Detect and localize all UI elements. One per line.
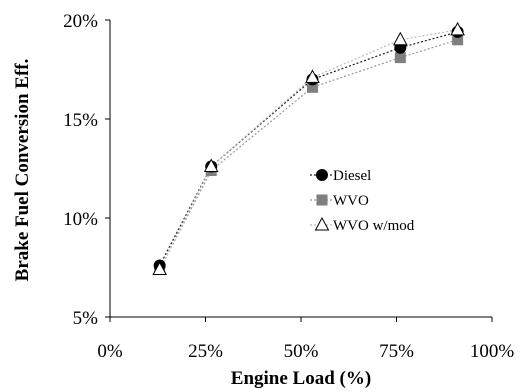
series-markers (152, 21, 465, 275)
data-point-triangle (450, 21, 465, 36)
x-tick-label: 50% (284, 341, 319, 362)
x-axis-title: Engine Load (%) (231, 368, 371, 389)
y-tick-label: 10% (63, 209, 98, 230)
legend-marker-square (316, 194, 328, 206)
x-tick-label: 100% (470, 341, 515, 362)
legend-label: WVO w/mod (333, 218, 415, 234)
y-ticks: 5% 10% 15% 20% (63, 11, 110, 329)
data-point-triangle (305, 69, 320, 83)
legend: Diesel WVO WVO w/mod (310, 168, 415, 234)
legend-marker-triangle (314, 216, 330, 231)
x-ticks: 0% 25% 50% 75% 100% (97, 317, 514, 362)
data-point-triangle (392, 31, 408, 46)
data-point-square (452, 34, 464, 46)
x-tick-label: 75% (379, 341, 414, 362)
axes (109, 20, 492, 318)
y-tick-label: 20% (63, 11, 98, 32)
y-tick-label: 5% (73, 308, 99, 329)
series-line-square (159, 39, 458, 270)
data-point-square (394, 52, 406, 64)
data-point-triangle (203, 158, 219, 173)
legend-marker-circle (316, 169, 328, 181)
legend-label: Diesel (333, 168, 371, 184)
x-tick-label: 25% (188, 341, 223, 362)
data-point-triangle (152, 261, 167, 275)
y-axis-title: Brake Fuel Conversion Eff. (12, 59, 33, 282)
y-tick-label: 15% (63, 110, 98, 131)
series-line-triangle (159, 29, 458, 270)
legend-label: WVO (333, 193, 369, 209)
data-point-square (306, 81, 318, 93)
x-tick-label: 0% (97, 341, 123, 362)
